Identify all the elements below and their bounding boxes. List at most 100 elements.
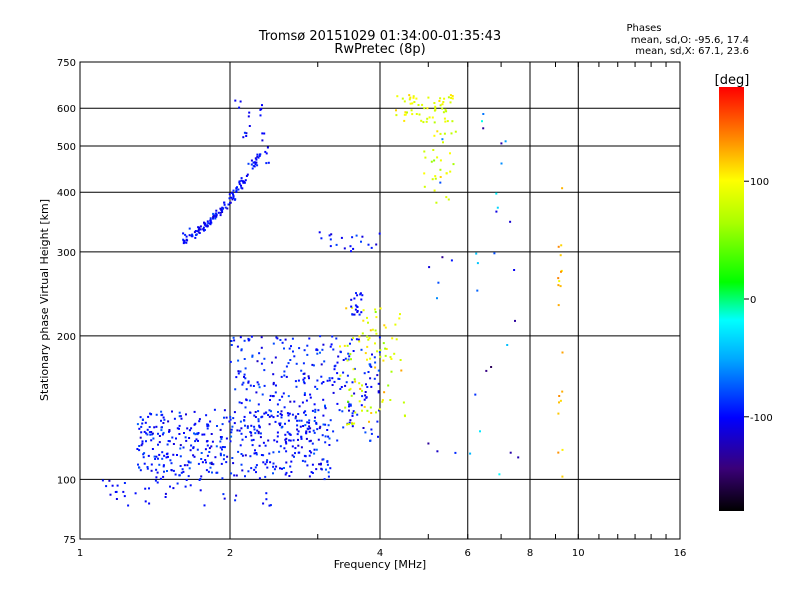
data-point — [207, 424, 210, 427]
data-point — [443, 117, 446, 120]
data-point — [509, 451, 512, 454]
data-point — [351, 425, 354, 428]
data-point — [216, 425, 218, 427]
data-point — [360, 240, 362, 243]
data-point — [198, 420, 201, 423]
data-point — [374, 342, 376, 345]
data-point — [209, 219, 212, 222]
data-point — [364, 431, 367, 434]
data-point — [108, 479, 111, 482]
data-point — [560, 244, 563, 247]
data-point — [219, 446, 222, 449]
data-point — [279, 445, 282, 448]
data-point — [374, 329, 377, 332]
data-point — [361, 389, 363, 392]
data-point — [254, 432, 257, 435]
data-point — [188, 467, 191, 470]
data-point — [351, 236, 354, 239]
data-point — [223, 454, 226, 457]
data-point — [390, 370, 393, 373]
y-tick-label: 75 — [63, 535, 76, 546]
data-point — [172, 469, 175, 472]
data-point — [149, 433, 152, 436]
data-point — [300, 369, 303, 372]
data-point — [272, 395, 275, 398]
data-point — [315, 423, 318, 425]
data-point — [249, 455, 252, 458]
y-tick-label: 750 — [57, 58, 76, 69]
data-point — [482, 113, 485, 115]
data-point — [439, 159, 442, 162]
data-point — [182, 232, 185, 235]
data-point — [255, 161, 258, 164]
data-point — [194, 440, 197, 443]
data-point — [228, 193, 231, 196]
data-point — [127, 504, 130, 507]
data-point — [247, 381, 250, 384]
data-point — [297, 413, 300, 415]
data-point — [182, 470, 185, 473]
data-point — [158, 453, 161, 456]
data-point — [162, 465, 165, 468]
data-point — [160, 410, 163, 413]
data-point — [240, 463, 243, 466]
data-point — [436, 297, 438, 300]
data-point — [194, 236, 197, 239]
data-point — [383, 391, 386, 394]
data-point — [219, 440, 222, 443]
data-point — [243, 131, 246, 134]
data-point — [284, 433, 287, 436]
data-point — [231, 198, 234, 201]
data-point — [232, 195, 235, 198]
data-point — [174, 473, 177, 476]
data-point — [175, 437, 177, 440]
data-point — [259, 114, 262, 117]
x-tick-label: 4 — [377, 548, 383, 559]
data-point — [439, 176, 442, 178]
data-point — [223, 203, 226, 206]
data-point — [210, 461, 213, 464]
data-point — [209, 466, 212, 469]
data-point — [211, 471, 213, 474]
data-point — [172, 453, 175, 456]
data-point — [164, 492, 167, 495]
data-point — [222, 446, 224, 448]
data-point — [481, 120, 483, 123]
data-point — [557, 245, 560, 248]
data-point — [351, 412, 354, 415]
data-point — [215, 209, 218, 212]
data-point — [212, 214, 215, 217]
data-point — [561, 448, 564, 451]
data-point — [314, 416, 316, 419]
data-point — [359, 292, 362, 295]
data-point — [281, 395, 284, 398]
data-point — [443, 132, 446, 135]
data-point — [479, 430, 481, 433]
data-point — [259, 436, 262, 439]
data-point — [303, 411, 305, 414]
data-point — [514, 319, 516, 322]
data-point — [210, 445, 213, 448]
data-point — [296, 433, 299, 436]
data-point — [418, 113, 421, 116]
data-point — [234, 99, 237, 102]
data-point — [213, 408, 216, 411]
data-point — [277, 411, 279, 413]
data-point — [404, 111, 407, 114]
data-point — [257, 430, 260, 433]
data-point — [146, 428, 149, 431]
data-point — [243, 419, 246, 422]
data-point — [374, 361, 377, 364]
data-point — [287, 362, 290, 365]
data-point — [294, 415, 297, 418]
data-point — [161, 433, 164, 436]
data-point — [258, 426, 261, 429]
data-point — [250, 439, 253, 442]
data-point — [273, 439, 276, 442]
data-point — [293, 355, 296, 358]
data-point — [163, 418, 166, 421]
data-point — [356, 413, 359, 416]
data-point — [426, 117, 429, 120]
data-point — [253, 428, 256, 431]
data-point — [144, 500, 147, 503]
